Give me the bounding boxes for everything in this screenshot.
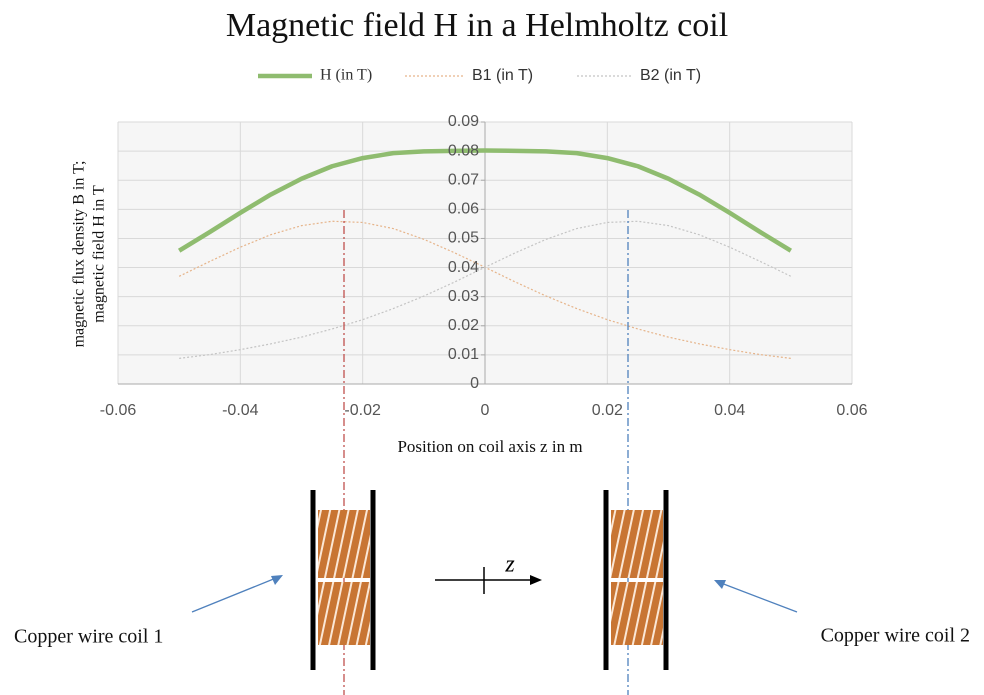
- z-axis: [435, 567, 542, 594]
- series-line: [179, 220, 792, 359]
- y-tick-label: 0.09: [448, 113, 479, 130]
- legend: H (in T) B1 (in T) B2 (in T): [258, 67, 701, 84]
- legend-label: B1 (in T): [472, 67, 533, 84]
- arrow: [720, 582, 798, 613]
- lines: [177, 148, 793, 359]
- x-axis-label: Position on coil axis z in m: [397, 437, 582, 456]
- y-tick-label: 0.07: [448, 171, 479, 188]
- x-tick-label: -0.02: [344, 402, 381, 419]
- arrow-head: [714, 580, 726, 589]
- y-tick-label: 0.05: [448, 230, 479, 247]
- series-line: [177, 148, 793, 253]
- coil-2: [603, 490, 669, 670]
- x-tick-label: 0.02: [592, 402, 623, 419]
- y-tick-label: 0.03: [448, 288, 479, 305]
- x-tick-label: -0.06: [100, 402, 137, 419]
- coil-1: [310, 490, 376, 670]
- y-axis-label: magnetic flux density B in T; magnetic f…: [71, 161, 108, 348]
- y-axis-label-line: magnetic flux density B in T;: [71, 161, 88, 348]
- chart-title: Magnetic field H in a Helmholtz coil: [226, 7, 728, 44]
- grid: [117, 121, 853, 385]
- y-tick-label: 0.04: [448, 259, 479, 276]
- y-axis-label-line: magnetic field H in T: [91, 185, 108, 323]
- y-tick-label: 0.08: [448, 142, 479, 159]
- arrow-head: [271, 575, 283, 585]
- x-tick-label: 0.04: [714, 402, 745, 419]
- coil1-label: Copper wire coil 1: [14, 626, 163, 648]
- x-tick-label: 0.06: [836, 402, 867, 419]
- legend-label: H (in T): [320, 67, 372, 84]
- x-tick-label: -0.04: [222, 402, 259, 419]
- legend-label: B2 (in T): [640, 67, 701, 84]
- z-label: z: [504, 552, 515, 578]
- arrow: [191, 577, 277, 613]
- coil2-label: Copper wire coil 2: [821, 625, 970, 647]
- y-tick-label: 0: [470, 375, 479, 392]
- y-tick-label: 0.02: [448, 317, 479, 334]
- y-tick-label: 0.06: [448, 201, 479, 218]
- x-tick-label: 0: [481, 402, 490, 419]
- y-tick-label: 0.01: [448, 346, 479, 363]
